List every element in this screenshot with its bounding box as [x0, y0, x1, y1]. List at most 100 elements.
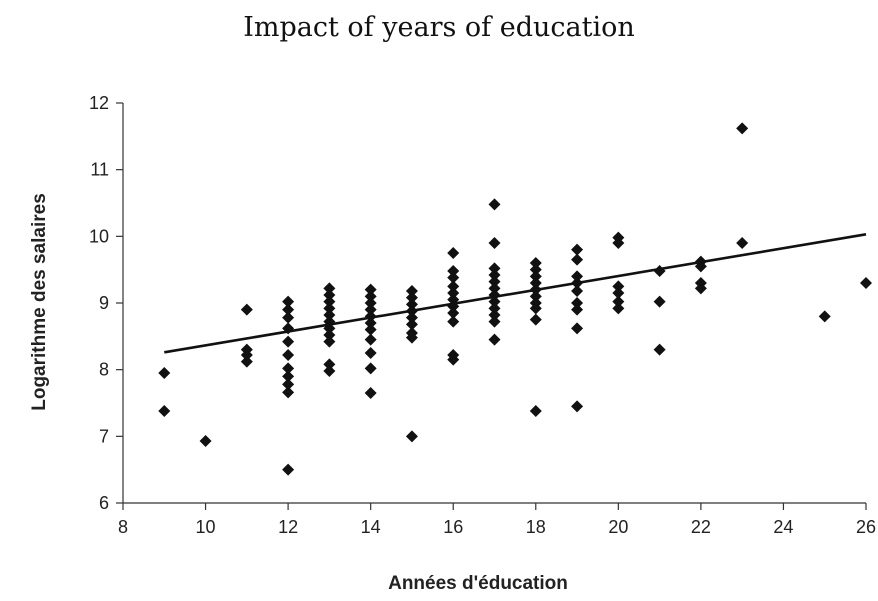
data-point [488, 269, 501, 281]
data-point [488, 237, 501, 249]
data-point [405, 318, 418, 331]
data-point [282, 303, 295, 316]
data-point [364, 297, 377, 309]
data-point [240, 303, 253, 316]
data-point [488, 309, 501, 321]
data-point [447, 280, 460, 293]
data-point [447, 287, 460, 299]
data-point [488, 262, 501, 275]
data-point [571, 322, 584, 335]
data-point [158, 367, 171, 379]
axes: 8 10 12 14 16 18 20 22 24 26 6 7 8 9 10 11 12 [89, 93, 876, 537]
data-point [282, 386, 295, 399]
data-point [405, 298, 418, 311]
data-point [488, 315, 501, 328]
data-point [282, 295, 295, 308]
data-point [571, 303, 584, 316]
chart-title: Impact of years of education [243, 12, 635, 43]
data-point [364, 290, 377, 303]
data-point [282, 335, 295, 348]
x-tick-label: 16 [443, 517, 463, 537]
x-tick-label: 10 [196, 517, 216, 537]
data-point [612, 280, 625, 293]
data-point [653, 343, 666, 356]
data-point [612, 295, 625, 308]
data-point [405, 311, 418, 324]
data-point [571, 253, 584, 266]
data-point [447, 247, 460, 259]
y-tick-label: 7 [99, 426, 109, 446]
x-tick-label: 20 [608, 517, 628, 537]
data-point [323, 309, 336, 321]
data-point [694, 282, 707, 295]
data-point [282, 362, 295, 375]
data-point [612, 302, 625, 315]
data-point [529, 302, 542, 315]
x-tick-label: 8 [118, 517, 128, 537]
data-point [405, 331, 418, 344]
data-point [405, 430, 418, 443]
data-point [488, 275, 501, 288]
data-point [364, 283, 377, 296]
x-axis-title: Années d'éducation [388, 573, 568, 594]
y-tick-label: 6 [99, 493, 109, 513]
x-tick-label: 18 [526, 517, 546, 537]
data-point [488, 333, 501, 346]
trend-line [164, 233, 867, 354]
data-point [323, 335, 336, 348]
data-point [364, 347, 377, 359]
data-point [529, 277, 542, 289]
y-axis-title: Logarithme des salaires [29, 193, 50, 411]
data-point [323, 365, 336, 377]
data-point [529, 257, 542, 269]
data-point [612, 237, 625, 249]
data-point [323, 358, 336, 371]
data-point [364, 317, 377, 329]
data-point [323, 302, 336, 315]
data-point [282, 463, 295, 476]
data-point [529, 270, 542, 283]
data-point [323, 289, 336, 301]
data-point [282, 370, 295, 383]
y-tick-label: 12 [89, 93, 109, 113]
data-point [282, 378, 295, 391]
data-point [240, 349, 253, 361]
data-point [199, 435, 212, 447]
data-point [860, 277, 872, 289]
data-point [571, 285, 584, 297]
x-tick-label: 12 [278, 517, 298, 537]
data-point [364, 387, 377, 399]
data-point [364, 362, 377, 375]
data-point [364, 303, 377, 316]
data-point [364, 323, 377, 336]
data-point [240, 355, 253, 368]
data-point [529, 313, 542, 326]
data-point [529, 405, 542, 417]
data-point [818, 310, 831, 323]
data-point [571, 400, 584, 413]
data-point [405, 291, 418, 304]
data-point [529, 263, 542, 276]
trend-line-group [164, 233, 867, 354]
data-point [282, 349, 295, 361]
data-point [447, 307, 460, 319]
data-point [736, 122, 749, 135]
data-point [571, 297, 584, 309]
data-point [364, 333, 377, 346]
data-point [529, 290, 542, 303]
data-point [323, 282, 336, 295]
y-tick-label: 8 [99, 360, 109, 380]
y-tick-label: 10 [89, 226, 109, 246]
data-point [282, 311, 295, 324]
data-point [488, 295, 501, 308]
data-point [323, 295, 336, 308]
data-point [447, 315, 460, 328]
data-point [488, 302, 501, 315]
data-point [736, 237, 749, 249]
data-point [571, 243, 584, 256]
data-points [158, 122, 872, 476]
x-tick-label: 22 [691, 517, 711, 537]
data-point [405, 285, 418, 297]
data-point [653, 295, 666, 308]
